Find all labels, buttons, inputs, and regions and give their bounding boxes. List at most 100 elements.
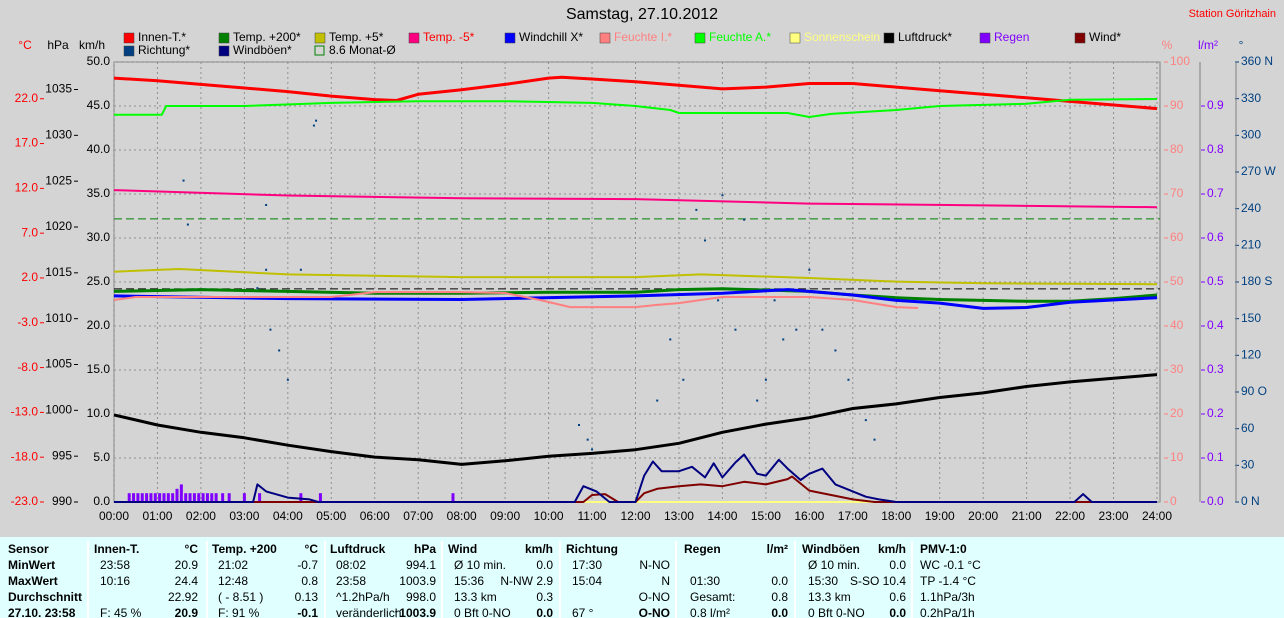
y-tick-label: 30.0 — [87, 230, 111, 244]
table-cell: ↑1003.9 — [393, 606, 436, 618]
rain-bar — [136, 493, 140, 502]
y-tick-label: 0.2 — [1207, 406, 1224, 420]
direction-dot — [795, 328, 798, 331]
direction-dot — [256, 287, 259, 290]
rain-bar — [210, 493, 214, 502]
y-tick-label: 20.0 — [87, 318, 111, 332]
table-header: Luftdruck — [330, 542, 386, 556]
rain-bar — [149, 493, 153, 502]
rain-bar — [188, 493, 192, 502]
direction-dot — [656, 399, 659, 402]
y-tick-label: 90 O — [1241, 384, 1267, 398]
table-cell: ^1.2hPa/h — [336, 590, 390, 604]
direction-dot — [764, 378, 767, 381]
x-tick-label: 02:00 — [186, 509, 216, 523]
table-cell: 0.0 — [889, 558, 906, 572]
rain-bar — [140, 493, 144, 502]
legend-label: Wind* — [1089, 30, 1121, 44]
y-tick-label: 1015 — [45, 265, 72, 279]
x-tick-label: 17:00 — [838, 509, 868, 523]
y-tick-label: 35.0 — [87, 186, 111, 200]
axis-unit: l/m² — [1198, 38, 1218, 52]
y-tick-label: 0 N — [1241, 494, 1260, 508]
table-cell: O-NO — [639, 606, 670, 618]
direction-dot — [186, 223, 189, 226]
x-tick-label: 18:00 — [881, 509, 911, 523]
x-tick-label: 01:00 — [142, 509, 172, 523]
y-tick-label: 100 — [1170, 54, 1190, 68]
legend-swatch — [979, 32, 991, 44]
table-unit: °C — [305, 542, 319, 556]
table-cell: 17:30 — [572, 558, 602, 572]
x-tick-label: 14:00 — [707, 509, 737, 523]
table-cell: N — [661, 574, 670, 588]
legend-swatch — [218, 32, 230, 44]
y-tick-label: 180 S — [1241, 274, 1272, 288]
series-line — [114, 453, 1157, 503]
direction-dot — [669, 338, 672, 341]
table-cell: 24.4 — [175, 574, 199, 588]
table-cell: Gesamt: — [690, 590, 735, 604]
legend-label: Luftdruck* — [898, 30, 952, 44]
y-tick-label: 0.9 — [1207, 98, 1224, 112]
series-line — [113, 189, 1158, 209]
direction-dot — [315, 119, 318, 122]
y-tick-label: -3.0 — [17, 315, 38, 329]
rain-bar — [184, 493, 188, 502]
rain-bar — [145, 493, 149, 502]
y-tick-label: 5.0 — [93, 450, 110, 464]
y-tick-label: 0.0 — [93, 494, 110, 508]
y-tick-label: 1010 — [45, 311, 72, 325]
legend-swatch — [314, 45, 325, 56]
direction-dot — [265, 268, 268, 271]
table-cell: O-NO — [639, 590, 670, 604]
direction-dot — [773, 299, 776, 302]
series-line — [113, 268, 1158, 286]
table-cell: MinWert — [8, 558, 55, 572]
table-cell: 27.10. 23:58 — [8, 606, 76, 618]
y-tick-label: 270 W — [1241, 164, 1276, 178]
rain-bar — [127, 493, 131, 502]
direction-dot — [743, 218, 746, 221]
table-cell: WC -0.1 °C — [920, 558, 981, 572]
legend-swatch — [694, 32, 706, 44]
table-cell: ( - 8.51 ) — [218, 590, 263, 604]
y-tick-label: 80 — [1170, 142, 1184, 156]
y-tick-label: 0.6 — [1207, 230, 1224, 244]
direction-dot — [821, 328, 824, 331]
table-cell: 21:02 — [218, 558, 248, 572]
legend-swatch — [789, 32, 801, 44]
table-cell: 13.3 km — [454, 590, 497, 604]
legend-swatch — [1074, 32, 1086, 44]
rain-bar — [158, 493, 162, 502]
rain-bar — [318, 493, 322, 502]
y-tick-label: 1020 — [45, 219, 72, 233]
legend-label: Feuchte I.* — [614, 30, 672, 44]
y-tick-label: 0.4 — [1207, 318, 1224, 332]
rain-bar — [166, 493, 170, 502]
table-cell: 67 ° — [572, 606, 594, 618]
legend-label: Windböen* — [233, 43, 292, 57]
rain-bar — [221, 493, 225, 502]
table-cell: 01:30 — [690, 574, 720, 588]
y-tick-label: 22.0 — [15, 91, 39, 105]
y-tick-label: 17.0 — [15, 136, 39, 150]
direction-dot — [286, 378, 289, 381]
y-tick-label: 150 — [1241, 311, 1261, 325]
y-tick-label: 30 — [1241, 458, 1255, 472]
table-header: Windböen — [802, 542, 860, 556]
y-tick-label: 2.0 — [21, 270, 38, 284]
x-tick-label: 22:00 — [1055, 509, 1085, 523]
rain-bar — [179, 484, 183, 502]
x-tick-label: 09:00 — [490, 509, 520, 523]
table-cell: 20.9 — [175, 606, 199, 618]
table-cell: 10:16 — [100, 574, 130, 588]
table-cell: 13.3 km — [808, 590, 851, 604]
table-header: Regen — [684, 542, 721, 556]
legend-label: Innen-T.* — [138, 30, 186, 44]
series-line — [113, 75, 1158, 111]
table-cell: 0.8 — [301, 574, 318, 588]
y-tick-label: 0.0 — [1207, 494, 1224, 508]
x-tick-label: 05:00 — [316, 509, 346, 523]
y-tick-label: 40 — [1170, 318, 1184, 332]
